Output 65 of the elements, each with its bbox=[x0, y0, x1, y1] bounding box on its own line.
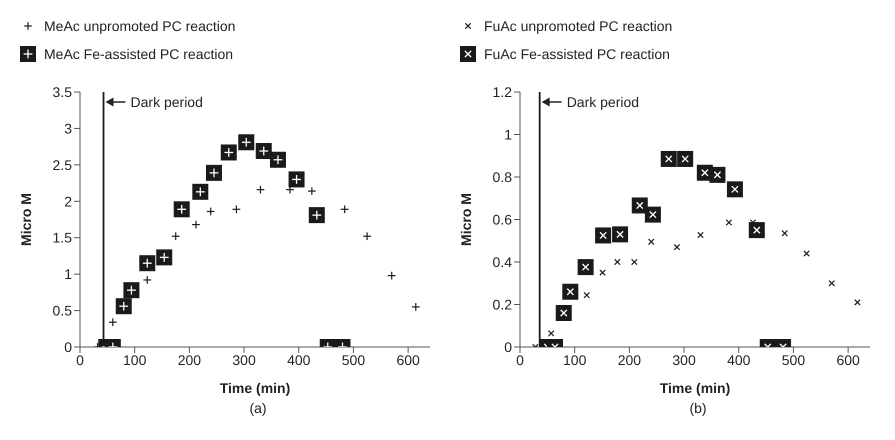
x-tick-label: 200 bbox=[618, 352, 642, 368]
y-tick-label: 0.5 bbox=[52, 302, 72, 319]
y-tick-label: 1 bbox=[504, 126, 512, 142]
x-tick-label: 300 bbox=[672, 352, 696, 368]
y-tick-label: 0.4 bbox=[492, 254, 512, 270]
point bbox=[556, 305, 572, 321]
text: (b) bbox=[688, 400, 708, 416]
x-tick-label: 300 bbox=[232, 352, 256, 368]
point bbox=[123, 282, 140, 298]
y-tick-label: 1.5 bbox=[52, 230, 72, 246]
x-tick-label: 400 bbox=[727, 352, 751, 368]
x-tick-label: 600 bbox=[396, 352, 420, 368]
y-tick-label: 3 bbox=[64, 120, 72, 136]
point bbox=[206, 164, 222, 181]
point bbox=[726, 181, 743, 198]
x-axis-title: Time (min) bbox=[660, 380, 730, 396]
point bbox=[238, 134, 254, 150]
point bbox=[595, 227, 612, 244]
y-tick-label: 2.5 bbox=[52, 156, 72, 173]
x-tick-label: 0 bbox=[516, 352, 524, 368]
point bbox=[174, 201, 190, 218]
legend-label: MeAc Fe-assisted PC reaction bbox=[44, 46, 234, 62]
y-tick-label: 0 bbox=[504, 338, 512, 355]
point bbox=[192, 184, 208, 200]
legend-label: FuAc unpromoted PC reaction bbox=[484, 18, 672, 34]
point bbox=[677, 150, 694, 167]
y-axis-title: Micro M bbox=[458, 193, 474, 246]
point bbox=[562, 284, 578, 300]
point bbox=[748, 222, 765, 238]
point bbox=[220, 144, 237, 160]
point bbox=[308, 207, 325, 224]
y-axis-title: Micro M bbox=[18, 193, 34, 246]
x-tick-label: 500 bbox=[342, 352, 366, 368]
x-tick-label: 100 bbox=[563, 352, 587, 368]
y-tick-label: 1.2 bbox=[492, 84, 512, 100]
y-tick-label: 0.2 bbox=[492, 296, 512, 312]
x-tick-label: 500 bbox=[782, 352, 806, 368]
x-tick-label: 400 bbox=[287, 352, 311, 368]
point bbox=[709, 166, 726, 183]
x-tick-label: 100 bbox=[123, 352, 147, 368]
y-tick-label: 0 bbox=[64, 338, 72, 355]
point bbox=[660, 150, 677, 167]
y-tick-label: 0.6 bbox=[492, 211, 512, 228]
point bbox=[612, 226, 628, 242]
text: (a) bbox=[248, 400, 268, 416]
x-tick-label: 600 bbox=[836, 352, 860, 368]
y-tick-label: 1 bbox=[64, 266, 72, 282]
y-tick-label: 3.5 bbox=[52, 84, 72, 100]
point bbox=[116, 298, 132, 314]
point bbox=[644, 206, 661, 223]
x-axis-title: Time (min) bbox=[220, 380, 290, 396]
ref-line-label: Dark period bbox=[566, 94, 640, 110]
y-tick-label: 0.8 bbox=[492, 168, 512, 185]
ref-line-label: Dark period bbox=[130, 94, 203, 110]
point bbox=[288, 171, 305, 188]
point bbox=[256, 143, 272, 160]
point bbox=[270, 152, 286, 168]
point bbox=[156, 249, 172, 266]
legend-label: MeAc unpromoted PC reaction bbox=[44, 18, 236, 34]
x-tick-label: 200 bbox=[178, 352, 202, 368]
legend-label: FuAc Fe-assisted PC reaction bbox=[484, 46, 670, 62]
point bbox=[578, 259, 594, 276]
y-tick-label: 2 bbox=[64, 193, 72, 210]
point bbox=[139, 255, 156, 272]
x-tick-label: 0 bbox=[76, 352, 84, 368]
